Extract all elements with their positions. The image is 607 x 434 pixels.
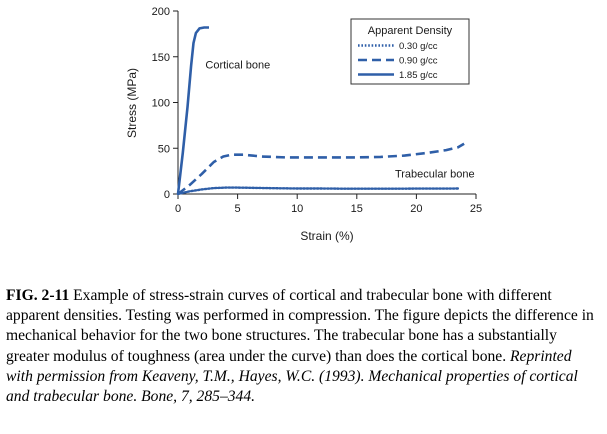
legend-entry: 1.85 g/cc — [399, 70, 438, 81]
y-tick-label: 50 — [158, 143, 170, 155]
x-tick-label: 5 — [235, 203, 241, 215]
y-axis-label: Stress (MPa) — [125, 68, 139, 138]
figure-number: FIG. 2-11 — [6, 287, 70, 304]
series-line-dashed — [177, 142, 465, 196]
x-tick-label: 20 — [410, 203, 422, 215]
y-tick-label: 0 — [164, 189, 170, 201]
series-line-dotted — [176, 186, 460, 196]
caption-credit: Reprinted with permission from Keaveny, … — [6, 347, 578, 406]
figure-caption: FIG. 2-11 Example of stress-strain curve… — [6, 286, 601, 407]
x-tick-label: 25 — [470, 203, 482, 215]
chart-ticks: 0 5 10 15 20 25 0 50 100 150 200 — [152, 6, 482, 215]
legend-entry: 0.30 g/cc — [399, 41, 438, 52]
y-tick-label: 150 — [152, 52, 170, 64]
chart-annotation: Trabecular bone — [395, 169, 475, 181]
x-tick-label: 10 — [291, 203, 303, 215]
x-axis-label: Strain (%) — [300, 229, 353, 243]
y-tick-label: 200 — [152, 6, 170, 18]
x-tick-label: 15 — [351, 203, 363, 215]
x-tick-label: 0 — [175, 203, 181, 215]
caption-text: Example of stress-strain curves of corti… — [6, 287, 594, 365]
chart-legend: Apparent Density 0.30 g/cc 0.90 g/cc 1.85 g… — [350, 18, 470, 85]
legend-box — [350, 18, 470, 85]
legend-title: Apparent Density — [368, 25, 453, 37]
stress-strain-chart: 0 5 10 15 20 25 0 50 100 150 200 Cortical bone Trab… — [125, 6, 482, 243]
y-tick-label: 100 — [152, 98, 170, 110]
chart-annotations: Cortical bone Trabecular bone — [205, 60, 474, 181]
chart-annotation: Cortical bone — [205, 60, 270, 72]
legend-entry: 0.90 g/cc — [399, 56, 438, 67]
chart-series — [176, 26, 465, 196]
series-line-solid — [176, 26, 209, 195]
